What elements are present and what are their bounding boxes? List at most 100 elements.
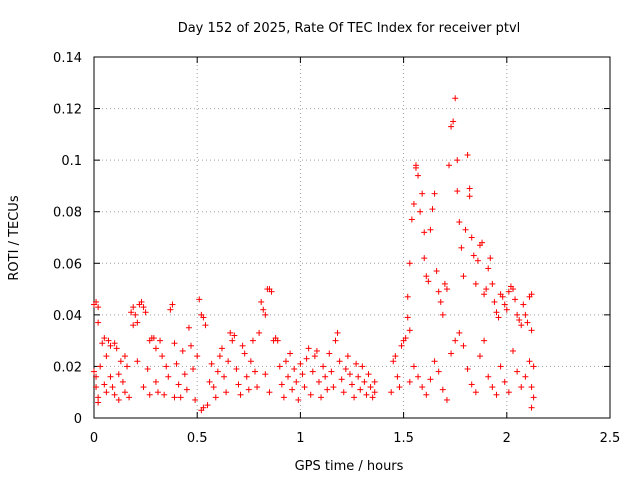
data-point: [235, 381, 242, 388]
data-point: [485, 373, 492, 380]
data-point: [340, 389, 347, 396]
data-point: [301, 384, 308, 391]
data-point: [113, 345, 120, 352]
data-point: [503, 306, 510, 313]
data-point: [456, 219, 463, 226]
data-point: [287, 350, 294, 357]
x-tick-label: 1.5: [393, 431, 414, 446]
data-point: [276, 363, 283, 370]
data-point: [464, 366, 471, 373]
data-point: [369, 394, 376, 401]
data-point: [491, 298, 498, 305]
data-point: [530, 394, 537, 401]
data-point: [390, 358, 397, 365]
y-tick-label: 0.1: [61, 154, 82, 169]
data-point: [361, 378, 368, 385]
data-point: [344, 353, 351, 360]
data-point: [315, 378, 322, 385]
data-point: [505, 389, 512, 396]
data-point: [206, 378, 213, 385]
x-axis-label: GPS time / hours: [295, 459, 404, 474]
data-point: [351, 394, 358, 401]
data-point: [105, 337, 112, 344]
data-point: [481, 337, 488, 344]
data-point: [443, 396, 450, 403]
data-point: [99, 340, 106, 347]
y-tick-label: 0.02: [53, 360, 82, 375]
data-point: [196, 296, 203, 303]
data-point: [309, 368, 316, 375]
data-point: [441, 280, 448, 287]
data-point: [489, 384, 496, 391]
data-point: [427, 226, 434, 233]
data-point: [144, 366, 151, 373]
data-point: [167, 306, 174, 313]
data-point: [243, 373, 250, 380]
data-point: [522, 373, 529, 380]
data-point: [485, 265, 492, 272]
data-point: [431, 190, 438, 197]
data-point: [439, 386, 446, 393]
data-point: [328, 368, 335, 375]
data-point: [454, 157, 461, 164]
data-point: [522, 311, 529, 318]
data-point: [353, 360, 360, 367]
data-point: [251, 368, 258, 375]
data-point: [406, 378, 413, 385]
data-point: [313, 347, 320, 354]
data-point: [161, 391, 168, 398]
data-point: [516, 317, 523, 324]
data-point: [472, 280, 479, 287]
data-point: [183, 386, 190, 393]
data-point: [435, 368, 442, 375]
data-point: [247, 358, 254, 365]
data-point: [210, 384, 217, 391]
data-point: [394, 373, 401, 380]
x-tick-label: 2: [503, 431, 511, 446]
data-point: [157, 337, 164, 344]
data-point: [291, 366, 298, 373]
data-point: [95, 399, 102, 406]
data-point: [103, 353, 110, 360]
data-point: [365, 371, 372, 378]
data-point: [218, 345, 225, 352]
data-point: [179, 347, 186, 354]
data-point: [128, 309, 135, 316]
data-point: [505, 288, 512, 295]
data-point: [171, 340, 178, 347]
data-point: [260, 306, 267, 313]
data-point: [530, 363, 537, 370]
data-point: [493, 309, 500, 316]
data-point: [528, 327, 535, 334]
data-point: [528, 291, 535, 298]
data-point: [266, 389, 273, 396]
data-point: [299, 371, 306, 378]
data-point: [181, 371, 188, 378]
data-point: [334, 329, 341, 336]
data-point: [349, 381, 355, 388]
data-point: [462, 226, 469, 233]
data-point: [474, 257, 481, 264]
data-point: [262, 311, 269, 318]
data-points: [91, 95, 537, 414]
y-tick-label: 0.14: [53, 51, 82, 66]
data-point: [229, 337, 236, 344]
data-point: [402, 335, 409, 342]
data-point: [415, 373, 422, 380]
data-point: [483, 286, 490, 293]
data-point: [408, 216, 415, 223]
chart-title: Day 152 of 2025, Rate Of TEC Index for r…: [178, 21, 521, 36]
data-point: [406, 327, 413, 334]
data-point: [415, 172, 422, 179]
data-point: [371, 378, 378, 385]
data-point: [524, 319, 531, 326]
data-point: [303, 355, 310, 362]
data-point: [126, 394, 133, 401]
data-point: [237, 391, 244, 398]
data-point: [520, 301, 527, 308]
data-point: [194, 353, 201, 360]
y-tick-label: 0: [74, 412, 82, 427]
data-point: [140, 304, 147, 311]
data-point: [159, 353, 166, 360]
data-point: [468, 381, 475, 388]
